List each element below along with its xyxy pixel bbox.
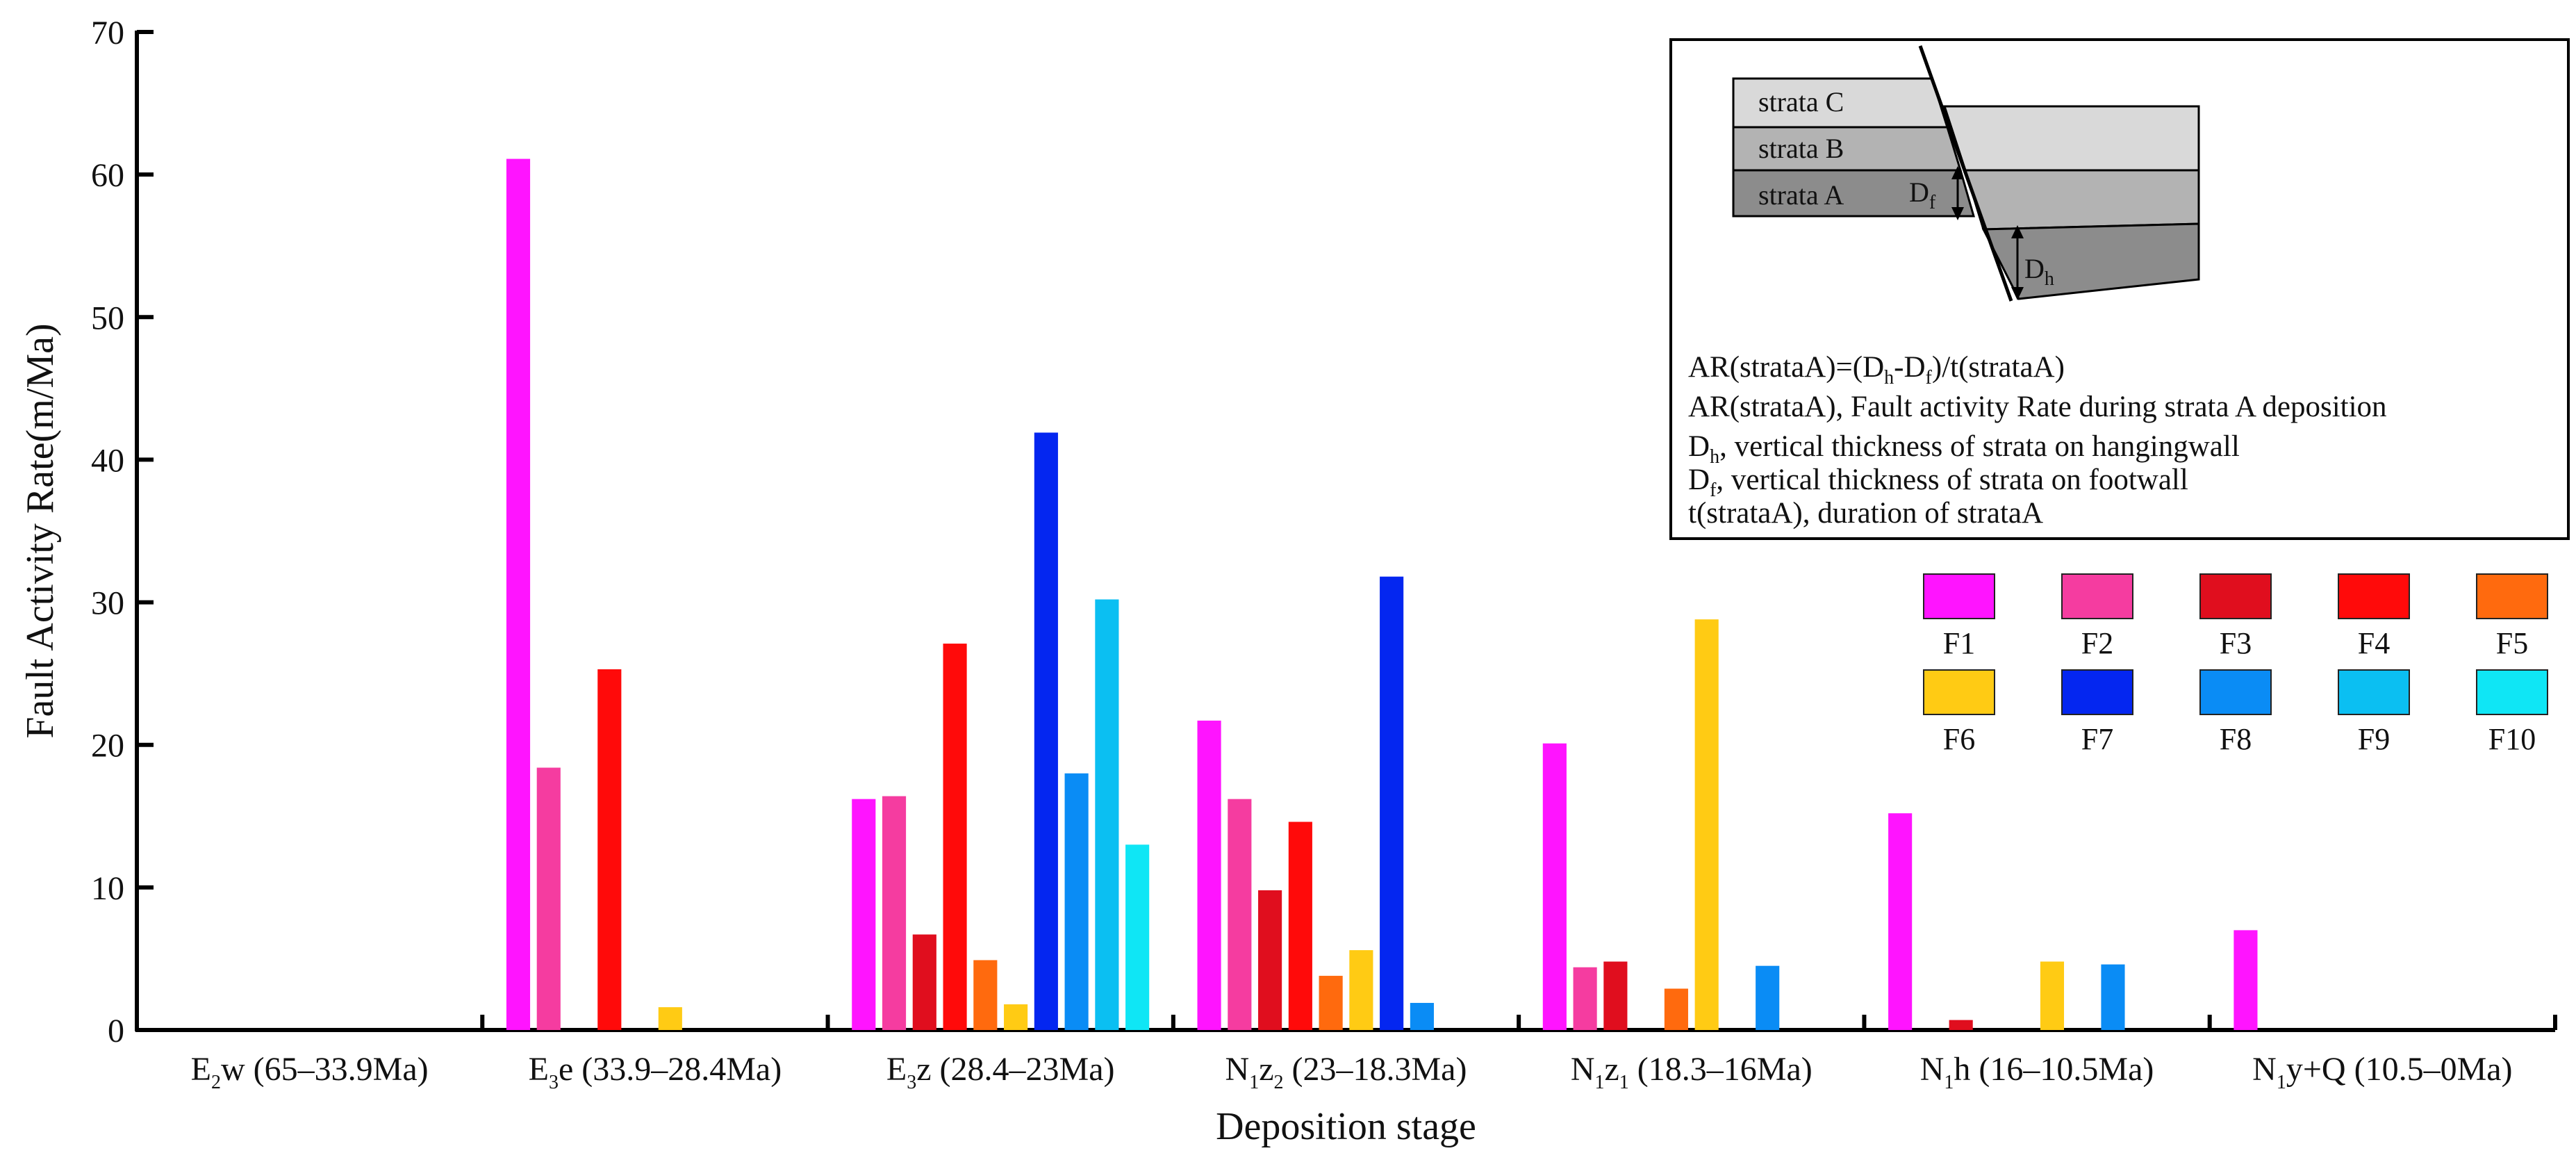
- x-tick-label: N1z1 (18.3–16Ma): [1571, 1051, 1813, 1093]
- df-arrow-head-down: [1951, 207, 1964, 220]
- y-tick-label: 60: [91, 157, 124, 194]
- bar-f8-2: [1064, 773, 1089, 1030]
- bar-f8-4: [1756, 965, 1780, 1030]
- x-tick-label: E3z (28.4–23Ma): [886, 1051, 1115, 1093]
- bar-f10-2: [1125, 844, 1150, 1030]
- bar-f1-2: [852, 799, 876, 1030]
- legend-swatch-f9: [2338, 669, 2410, 715]
- y-axis-title: Fault Activity Rate(m/Ma): [19, 323, 62, 738]
- bar-f6-1: [658, 1007, 682, 1030]
- bar-f4-2: [943, 644, 967, 1030]
- y-tick-label: 70: [91, 15, 124, 51]
- hangingwall-strata-b: [1963, 169, 2200, 231]
- hangingwall-strata-c: [1942, 105, 2200, 172]
- bar-f1-3: [1197, 720, 1221, 1030]
- inset-line-1: AR(strataA)=(Dh-Df)/t(strataA): [1688, 351, 2065, 389]
- bar-f8-5: [2101, 964, 2125, 1030]
- bar-f1-5: [1888, 813, 1913, 1030]
- formula-inset: strata C strata B strata A Df Dh AR(strataA)=…: [1669, 38, 2570, 540]
- bar-f2-2: [882, 796, 907, 1030]
- y-tick-label: 30: [91, 585, 124, 622]
- df-label: Df: [1909, 177, 1936, 213]
- bar-f1-6: [2234, 930, 2258, 1030]
- legend-label-f4: F4: [2358, 626, 2390, 660]
- bar-f8-3: [1410, 1003, 1434, 1030]
- x-axis-title: Deposition stage: [1216, 1105, 1476, 1148]
- inset-line-4: Df, vertical thickness of strata on foot…: [1688, 464, 2188, 501]
- bar-f3-4: [1603, 961, 1628, 1030]
- bar-f4-1: [597, 669, 622, 1030]
- bar-f5-2: [973, 960, 998, 1030]
- legend-swatch-f1: [1923, 573, 1995, 619]
- legend-swatch-f10: [2476, 669, 2548, 715]
- legend-label-f3: F3: [2220, 626, 2252, 660]
- bar-f4-3: [1288, 821, 1312, 1030]
- y-tick-label: 0: [108, 1013, 124, 1049]
- bar-f5-4: [1664, 988, 1688, 1030]
- legend: F1 F2 F3 F4 F5 F6 F7 F8 F9 F10: [1923, 573, 2548, 756]
- legend-label-f10: F10: [2488, 722, 2536, 756]
- legend-label-f7: F7: [2081, 722, 2113, 756]
- x-tick-label: N1z2 (23–18.3Ma): [1225, 1051, 1467, 1093]
- legend-label-f1: F1: [1943, 626, 1975, 660]
- bars: [506, 158, 2258, 1030]
- legend-label-f2: F2: [2081, 626, 2113, 660]
- bar-f2-1: [536, 767, 561, 1030]
- legend-label-f5: F5: [2496, 626, 2528, 660]
- fault-line: [1918, 45, 2013, 302]
- legend-swatch-f8: [2199, 669, 2272, 715]
- legend-swatch-f3: [2199, 573, 2272, 619]
- y-tick-label: 40: [91, 442, 124, 479]
- x-tick-label: E2w (65–33.9Ma): [191, 1051, 429, 1093]
- x-tick-label: N1y+Q (10.5–0Ma): [2252, 1051, 2512, 1093]
- dh-label: Dh: [2024, 253, 2054, 290]
- y-axis: 0 10 20 30 40 50 60 70 Fault Activity Rate(m/Ma): [19, 15, 154, 1049]
- bar-f7-3: [1380, 576, 1404, 1030]
- bar-f2-4: [1573, 967, 1597, 1030]
- bar-f3-5: [1949, 1020, 1973, 1030]
- bar-f6-3: [1349, 950, 1373, 1030]
- strata-c-label: strata C: [1758, 86, 1844, 117]
- x-tick-label: N1h (16–10.5Ma): [1920, 1051, 2154, 1093]
- bar-f6-5: [2040, 961, 2065, 1030]
- dh-arrow-head-down: [2011, 287, 2024, 300]
- legend-label-f9: F9: [2358, 722, 2390, 756]
- strata-b-label: strata B: [1758, 133, 1844, 164]
- bar-f7-2: [1034, 432, 1058, 1030]
- legend-label-f6: F6: [1943, 722, 1975, 756]
- legend-swatch-f5: [2476, 573, 2548, 619]
- strata-a-label: strata A: [1758, 179, 1844, 211]
- bar-f6-2: [1004, 1004, 1028, 1030]
- bar-f1-4: [1542, 743, 1567, 1030]
- inset-line-5: t(strataA), duration of strataA: [1688, 497, 2043, 530]
- bar-f2-3: [1228, 799, 1252, 1030]
- footwall-strata-a: [1732, 169, 1975, 218]
- dh-arrow-head-up: [2011, 225, 2024, 238]
- inset-line-3: Dh, vertical thickness of strata on hang…: [1688, 430, 2240, 468]
- bar-f1-1: [506, 158, 531, 1030]
- bar-f3-2: [912, 934, 936, 1030]
- bar-f5-3: [1319, 976, 1343, 1030]
- bar-f6-4: [1694, 619, 1719, 1030]
- inset-line-2: AR(strataA), Fault activity Rate during …: [1688, 391, 2387, 423]
- df-arrow-head-up: [1951, 166, 1964, 179]
- y-tick-label: 20: [91, 728, 124, 765]
- legend-swatch-f6: [1923, 669, 1995, 715]
- x-axis: E2w (65–33.9Ma) E3e (33.9–28.4Ma) E3z (28.…: [135, 1015, 2557, 1148]
- legend-label-f8: F8: [2220, 722, 2252, 756]
- x-tick-label: E3e (33.9–28.4Ma): [529, 1051, 782, 1093]
- legend-swatch-f4: [2338, 573, 2410, 619]
- bar-f3-3: [1258, 890, 1282, 1030]
- y-tick-label: 10: [91, 870, 124, 907]
- bar-f9-2: [1095, 599, 1119, 1030]
- legend-swatch-f7: [2061, 669, 2133, 715]
- legend-swatch-f2: [2061, 573, 2133, 619]
- y-tick-label: 50: [91, 300, 124, 336]
- hangingwall-strata-a: [1981, 222, 2200, 300]
